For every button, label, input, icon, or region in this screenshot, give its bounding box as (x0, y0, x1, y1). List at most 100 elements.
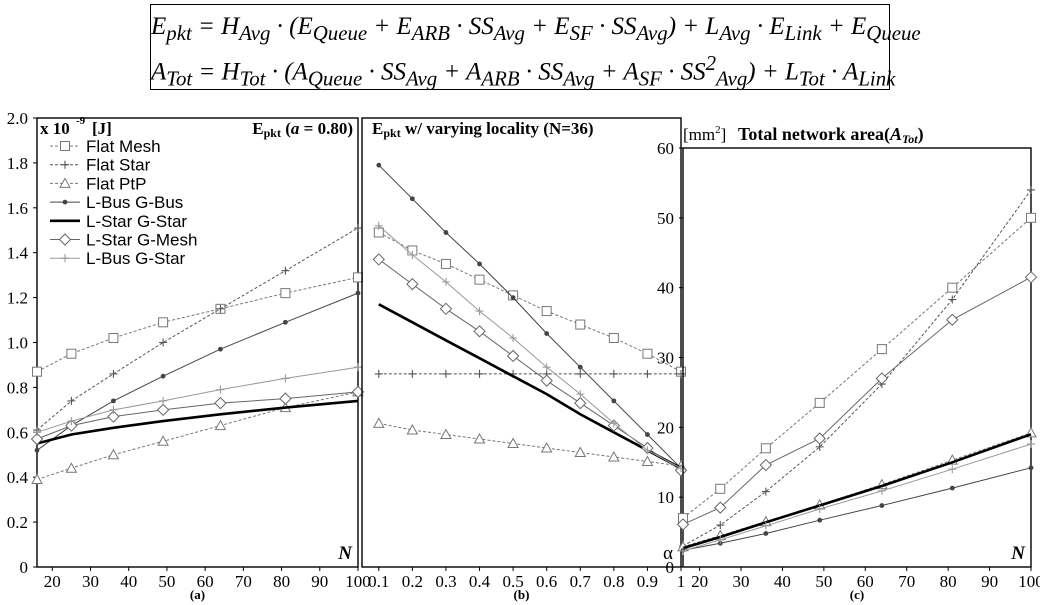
x-axis-label: N (337, 543, 353, 564)
x-tick-label: 60 (857, 572, 874, 591)
legend-label: Flat Mesh (86, 137, 161, 156)
data-point-6 (374, 221, 383, 230)
data-point-2 (607, 450, 620, 462)
data-point-2 (641, 455, 654, 466)
data-point-6 (679, 546, 687, 555)
x-tick-label: 1 (677, 572, 686, 591)
legend-marker (62, 199, 68, 205)
data-point-3 (477, 261, 482, 267)
x-tick-label: 50 (158, 572, 175, 591)
data-point-5 (506, 349, 520, 363)
plot-frame (361, 117, 682, 568)
data-point-3 (949, 485, 955, 491)
y-tick-label: 10 (657, 488, 674, 507)
data-point-3 (763, 531, 769, 536)
data-point-0 (108, 333, 119, 344)
data-point-2 (406, 424, 419, 435)
energy-formula: Epkt = HAvg · (EQueue + EARB · SSAvg + E… (151, 13, 921, 45)
series-line-2 (378, 422, 682, 467)
data-point-0 (32, 366, 42, 377)
data-point-3 (409, 196, 415, 202)
panel-caption: (b) (514, 587, 530, 602)
data-point-3 (577, 364, 583, 370)
legend-marker (61, 160, 69, 169)
data-point-3 (34, 447, 40, 453)
x-tick-label: 0.8 (603, 572, 624, 591)
x-tick-label: 0.6 (536, 572, 557, 591)
data-point-6 (609, 419, 618, 428)
x-tick-label: 0.2 (402, 572, 423, 591)
legend-label: Flat Star (86, 156, 151, 175)
y-tick-label: 0 (20, 558, 29, 577)
data-point-0 (541, 306, 552, 317)
x-tick-label: 80 (940, 572, 957, 591)
data-point-6 (643, 446, 652, 455)
data-point-1 (281, 266, 290, 275)
y-tick-label: 0.4 (7, 468, 29, 487)
data-point-1 (374, 369, 383, 378)
data-point-6 (67, 417, 76, 426)
data-point-6 (877, 486, 886, 495)
data-point-0 (575, 319, 586, 330)
data-point-2 (507, 437, 519, 449)
legend-marker (59, 177, 71, 188)
y-tick-label: 40 (657, 279, 674, 298)
data-point-3 (879, 503, 885, 508)
y-tick-label: 60 (657, 139, 674, 158)
data-point-5 (214, 396, 227, 410)
data-point-0 (66, 348, 77, 359)
data-point-0 (947, 282, 958, 293)
data-point-1 (948, 295, 957, 304)
x-tick-label: 0.7 (570, 572, 592, 591)
series-line-0 (378, 232, 682, 373)
data-point-5 (1024, 270, 1038, 284)
y-axis-label-unit: [J] (92, 119, 112, 138)
x-axis-label: N (1010, 543, 1026, 564)
series-line-3 (378, 164, 682, 469)
data-point-2 (440, 428, 452, 440)
y-tick-label: 0.2 (7, 513, 28, 532)
y-axis-label: x 10 (40, 119, 70, 138)
x-tick-label: 100 (1018, 572, 1040, 591)
data-point-0 (1026, 212, 1036, 223)
x-tick-label: 90 (981, 572, 998, 591)
series-line-5 (378, 258, 682, 471)
data-point-5 (759, 458, 773, 472)
x-tick-label: 30 (82, 572, 99, 591)
series-line-5 (682, 276, 1032, 525)
data-point-1 (576, 369, 585, 378)
y-tick-label: 1.6 (7, 199, 28, 218)
data-point-6 (33, 428, 41, 437)
y-tick-label: 1.2 (7, 289, 28, 308)
x-axis-label: α (663, 543, 673, 564)
data-point-1 (643, 369, 652, 378)
data-point-5 (813, 432, 826, 445)
data-point-5 (279, 392, 292, 405)
data-point-0 (440, 258, 451, 269)
data-point-3 (510, 295, 516, 300)
x-tick-label: 90 (311, 572, 328, 591)
data-point-3 (355, 290, 361, 296)
data-point-2 (214, 419, 227, 431)
data-point-2 (540, 441, 553, 453)
data-point-3 (1028, 465, 1034, 471)
data-point-3 (376, 162, 382, 168)
x-tick-label: 0.9 (637, 572, 658, 591)
formula-box: Epkt = HAvg · (EQueue + EARB · SSAvg + E… (150, 4, 921, 90)
data-point-3 (218, 346, 223, 352)
data-point-5 (714, 501, 727, 514)
legend-marker (58, 233, 72, 246)
data-point-2 (574, 446, 587, 458)
data-point-1 (159, 338, 168, 347)
data-point-6 (815, 505, 824, 514)
x-tick-label: 20 (44, 572, 61, 591)
series-line-2 (682, 432, 1032, 548)
data-point-0 (715, 483, 726, 494)
chart-title: Epkt (a = 0.80) (252, 119, 353, 140)
plot-frame (682, 147, 1032, 568)
legend-label: L-Star G-Star (86, 212, 187, 231)
y-tick-label: 1.0 (7, 334, 28, 353)
y-tick-label: 30 (657, 349, 674, 368)
x-tick-label: 0.1 (368, 572, 389, 591)
data-point-1 (1027, 185, 1035, 194)
